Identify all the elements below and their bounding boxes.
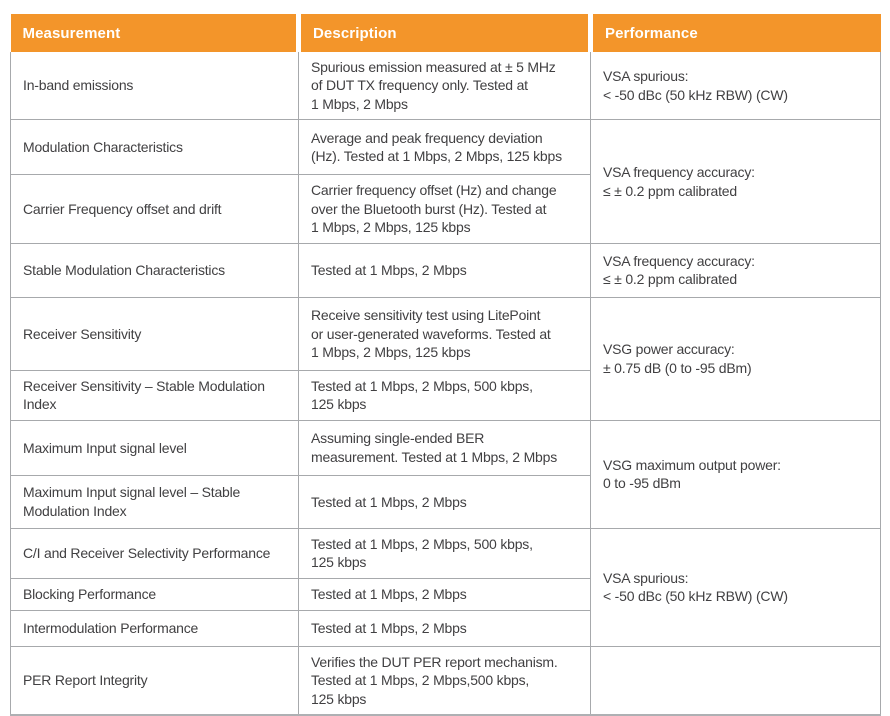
table-row-intermodulation-performance: Intermodulation Performance Tested at 1 … (10, 610, 881, 647)
description-cell: Verifies the DUT PER report mechanism. T… (298, 646, 591, 716)
performance-label: VSA frequency accuracy: (603, 252, 755, 269)
measurement-cell: Intermodulation Performance (10, 610, 299, 647)
measurement-spec-table: Measurement Description Performance In-b… (10, 14, 881, 716)
performance-value: ≤ ± 0.2 ppm calibrated (603, 271, 737, 288)
description-cell: Tested at 1 Mbps, 2 Mbps (298, 578, 591, 611)
performance-value: 0 to -95 dBm (603, 475, 681, 492)
description-cell: Carrier frequency offset (Hz) and change… (298, 174, 591, 244)
table-row-ci-receiver-selectivity: C/I and Receiver Selectivity Performance… (10, 528, 881, 647)
performance-cell: VSA spurious: < -50 dBc (50 kHz RBW) (CW… (590, 52, 881, 121)
performance-cell: VSA frequency accuracy: ≤ ± 0.2 ppm cali… (590, 119, 881, 244)
measurement-cell: Maximum Input signal level – Stable Modu… (10, 475, 299, 529)
measurement-cell: Stable Modulation Characteristics (10, 243, 299, 298)
description-cell: Assuming single-ended BER measurement. T… (298, 420, 591, 476)
measurement-cell: Modulation Characteristics (10, 119, 299, 176)
column-header-measurement: Measurement (10, 14, 299, 52)
table-row-modulation-characteristics: Modulation Characteristics Average and p… (10, 119, 881, 244)
table-row-maximum-input-stable-modulation: Maximum Input signal level – Stable Modu… (10, 475, 881, 529)
performance-value: ± 0.75 dB (0 to -95 dBm) (603, 359, 752, 376)
spec-table-container: Measurement Description Performance In-b… (10, 14, 881, 716)
table-row-receiver-sensitivity-stable-modulation: Receiver Sensitivity – Stable Modulation… (10, 370, 881, 421)
performance-cell: VSG power accuracy: ± 0.75 dB (0 to -95 … (590, 297, 881, 421)
performance-cell-empty (590, 646, 881, 716)
description-cell: Tested at 1 Mbps, 2 Mbps, 500 kbps, 125 … (298, 370, 591, 421)
measurement-cell: Receiver Sensitivity – Stable Modulation… (10, 370, 299, 421)
performance-cell: VSG maximum output power: 0 to -95 dBm (590, 420, 881, 529)
table-row-maximum-input-signal-level: Maximum Input signal level Assuming sing… (10, 420, 881, 529)
table-row-blocking-performance: Blocking Performance Tested at 1 Mbps, 2… (10, 578, 881, 611)
table-row-in-band-emissions: In-band emissions Spurious emission meas… (10, 52, 881, 121)
description-cell: Receive sensitivity test using LitePoint… (298, 297, 591, 371)
description-cell: Spurious emission measured at ± 5 MHz of… (298, 52, 591, 121)
column-header-description: Description (296, 14, 591, 52)
performance-label: VSA spurious: (603, 569, 689, 586)
table-row-per-report-integrity: PER Report Integrity Verifies the DUT PE… (10, 646, 881, 716)
performance-value: < -50 dBc (50 kHz RBW) (CW) (603, 86, 788, 103)
performance-cell: VSA frequency accuracy: ≤ ± 0.2 ppm cali… (590, 243, 881, 298)
measurement-cell: In-band emissions (10, 52, 299, 121)
performance-label: VSA frequency accuracy: (603, 164, 755, 181)
measurement-cell: Carrier Frequency offset and drift (10, 174, 299, 244)
table-row-receiver-sensitivity: Receiver Sensitivity Receive sensitivity… (10, 297, 881, 421)
performance-label: VSG maximum output power: (603, 456, 781, 473)
measurement-cell: Maximum Input signal level (10, 420, 299, 476)
measurement-cell: PER Report Integrity (10, 646, 299, 716)
table-row-carrier-frequency-offset: Carrier Frequency offset and drift Carri… (10, 174, 881, 244)
performance-label: VSG power accuracy: (603, 341, 735, 358)
description-cell: Average and peak frequency deviation (Hz… (298, 119, 591, 176)
performance-label: VSA spurious: (603, 68, 689, 85)
performance-value: ≤ ± 0.2 ppm calibrated (603, 182, 737, 199)
description-cell: Tested at 1 Mbps, 2 Mbps (298, 475, 591, 529)
description-cell: Tested at 1 Mbps, 2 Mbps (298, 610, 591, 647)
measurement-cell: C/I and Receiver Selectivity Performance (10, 528, 299, 579)
description-cell: Tested at 1 Mbps, 2 Mbps (298, 243, 591, 298)
table-header-row: Measurement Description Performance (10, 14, 881, 52)
measurement-cell: Blocking Performance (10, 578, 299, 611)
measurement-cell: Receiver Sensitivity (10, 297, 299, 371)
performance-value: < -50 dBc (50 kHz RBW) (CW) (603, 588, 788, 605)
column-header-performance: Performance (588, 14, 881, 52)
performance-cell: VSA spurious: < -50 dBc (50 kHz RBW) (CW… (590, 528, 881, 647)
description-cell: Tested at 1 Mbps, 2 Mbps, 500 kbps, 125 … (298, 528, 591, 579)
table-row-stable-modulation-characteristics: Stable Modulation Characteristics Tested… (10, 243, 881, 298)
